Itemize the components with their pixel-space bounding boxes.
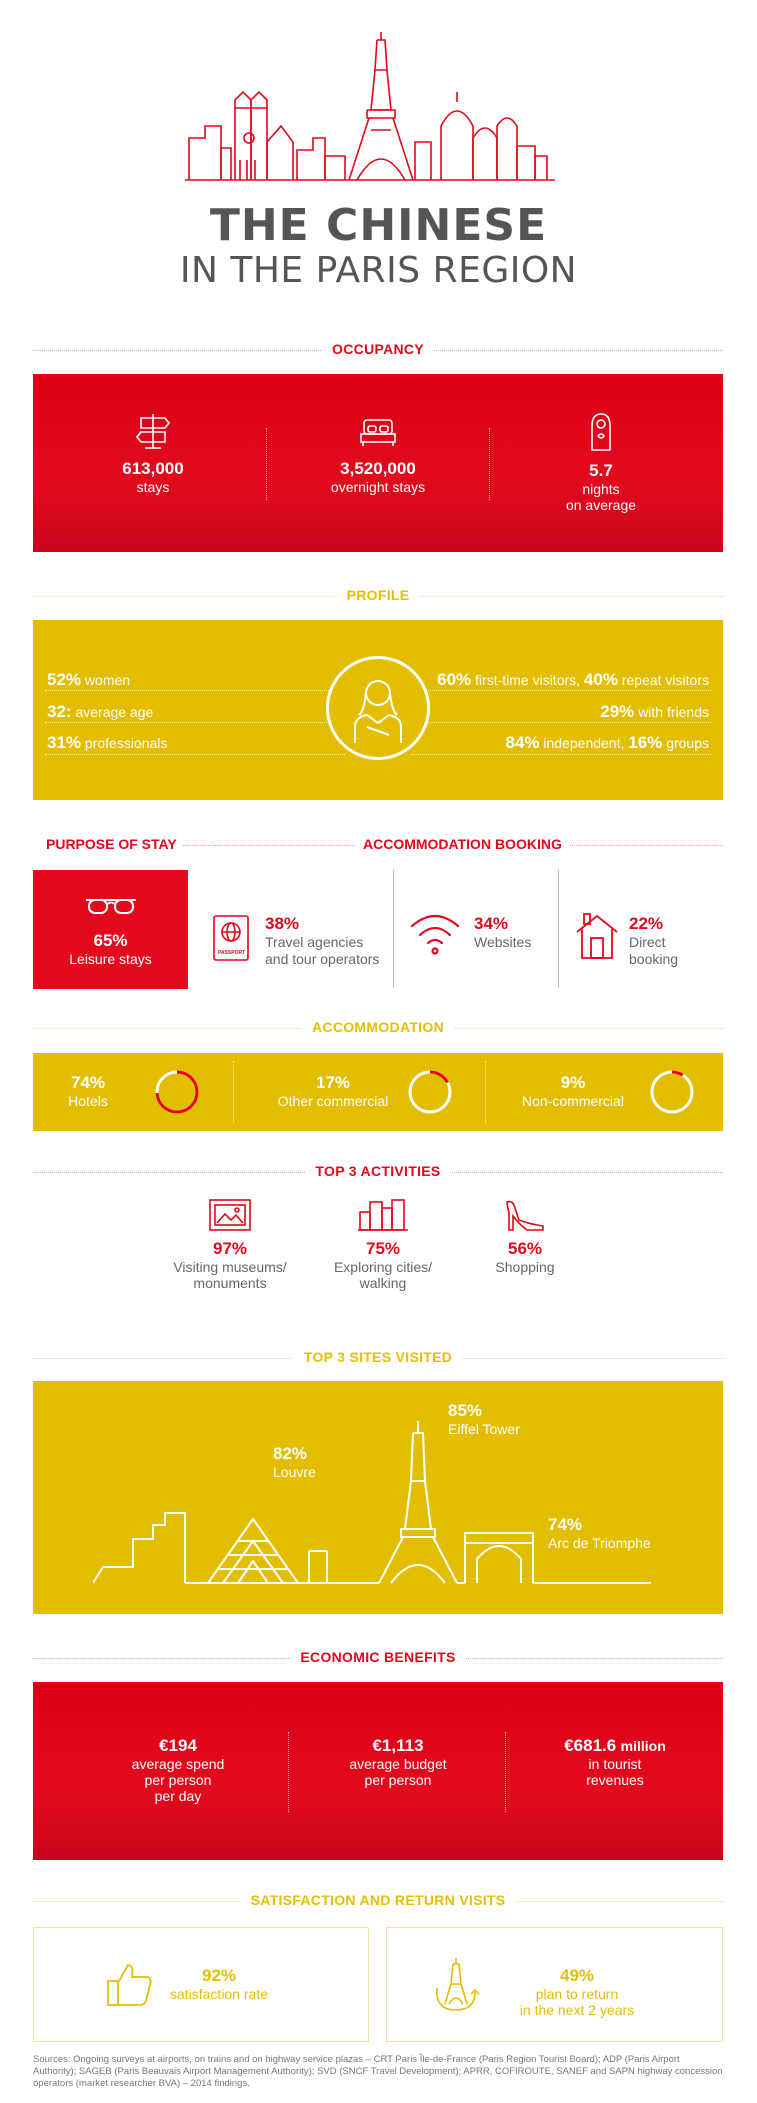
bed-icon	[360, 419, 396, 446]
donut-hotels	[155, 1070, 199, 1114]
return-visits-card: 49% plan to return in the next 2 years	[386, 1927, 723, 2042]
satisfaction-rate: 92% satisfaction rate	[169, 1966, 269, 2002]
profile-panel: 52% women 32: average age 31% profession…	[33, 620, 723, 800]
eiffel-return-icon	[436, 1958, 480, 2011]
passport-icon	[213, 915, 249, 961]
page-subtitle: IN THE PARIS REGION	[179, 250, 578, 291]
activity-museums: 97% Visiting museums/ monuments	[160, 1198, 300, 1291]
profile-visitors: 60% first-time visitors, 40% repeat visi…	[437, 670, 709, 689]
section-heading-economic: ECONOMIC BENEFITS	[33, 1649, 723, 1669]
sources-footnote: Sources: Ongoing surveys at airports, on…	[33, 2054, 723, 2089]
donut-track	[650, 1070, 694, 1114]
monuments-illustration	[93, 1421, 651, 1584]
economic-daily-spend: €194 average spend per person per day	[131, 1736, 225, 1804]
section-heading-profile: PROFILE	[33, 587, 723, 607]
donut-share-arc	[155, 1070, 199, 1114]
door-hanger-icon	[591, 413, 611, 451]
section-heading-activities: TOP 3 ACTIVITIES	[33, 1163, 723, 1183]
donut-share-arc	[408, 1070, 452, 1114]
satisfaction-card: 92% satisfaction rate	[33, 1927, 369, 2042]
section-heading-occupancy: OCCUPANCY	[33, 341, 723, 361]
site-eiffel-tower: 85% Eiffel Tower	[448, 1401, 520, 1437]
high-heel-icon	[506, 1200, 544, 1231]
painting-icon	[209, 1199, 251, 1231]
profile-independent-groups: 84% independent, 16% groups	[505, 733, 709, 752]
profile-women: 52% women	[47, 670, 131, 689]
passport-badge-text: PASSPORT	[218, 950, 246, 956]
profile-professionals: 31% professionals	[47, 733, 168, 752]
city-icon	[358, 1199, 408, 1231]
paris-skyline-illustration	[185, 32, 555, 181]
stat-nights: 5.7 nights on average	[511, 412, 691, 513]
site-arc-de-triomphe: 74% Arc de Triomphe	[548, 1515, 651, 1551]
signpost-icon	[135, 414, 171, 449]
stat-stays: 613,000 stays	[63, 412, 243, 495]
accommodation-non-commercial: 9% Non-commercial	[522, 1073, 624, 1109]
stat-overnight-stays: 3,520,000 overnight stays	[288, 412, 468, 495]
section-heading-accommodation: ACCOMMODATION	[33, 1019, 723, 1039]
economic-panel: €194 average spend per person per day €1…	[33, 1682, 723, 1860]
purpose-leisure-panel: 65% Leisure stays	[33, 870, 188, 989]
donut-share-arc	[650, 1070, 694, 1114]
wifi-icon	[410, 914, 460, 955]
woman-icon	[354, 680, 402, 743]
booking-divider-2	[558, 870, 559, 988]
profile-with-friends: 29% with friends	[600, 702, 709, 721]
return-plan: 49% plan to return in the next 2 years	[519, 1966, 635, 2018]
section-heading-satisfaction: SATISFACTION AND RETURN VISITS	[33, 1892, 723, 1912]
section-heading-booking: ACCOMMODATION BOOKING	[215, 836, 723, 856]
donut-non-commercial	[650, 1070, 694, 1114]
profile-average-age: 32: average age	[47, 702, 154, 721]
occupancy-panel: 613,000 stays 3,520,000 overnight stays …	[33, 374, 723, 552]
profile-avatar	[326, 656, 430, 760]
economic-budget: €1,113 average budget per person	[349, 1736, 447, 1788]
section-heading-purpose: PURPOSE OF STAY	[33, 836, 223, 856]
donut-other-commercial	[408, 1070, 452, 1114]
section-heading-sites: TOP 3 SITES VISITED	[33, 1349, 723, 1369]
page-title: THE CHINESE	[209, 200, 548, 251]
sunglasses-icon	[85, 899, 136, 914]
accommodation-hotels: 74% Hotels	[68, 1073, 108, 1109]
activity-exploring: 75% Exploring cities/ walking	[318, 1198, 448, 1291]
accommodation-panel: 74% Hotels 17% Other commercial 9% Non-c…	[33, 1053, 723, 1131]
house-icon	[576, 913, 618, 959]
booking-divider	[393, 870, 394, 988]
sites-panel: 82% Louvre 85% Eiffel Tower 74% Arc de T…	[33, 1381, 723, 1614]
activity-shopping: 56% Shopping	[480, 1198, 570, 1275]
thumbs-up-icon	[107, 1964, 152, 2006]
economic-revenues: €681.6 million in tourist revenues	[564, 1736, 666, 1788]
accommodation-other-commercial: 17% Other commercial	[277, 1073, 389, 1109]
site-louvre: 82% Louvre	[273, 1444, 316, 1480]
